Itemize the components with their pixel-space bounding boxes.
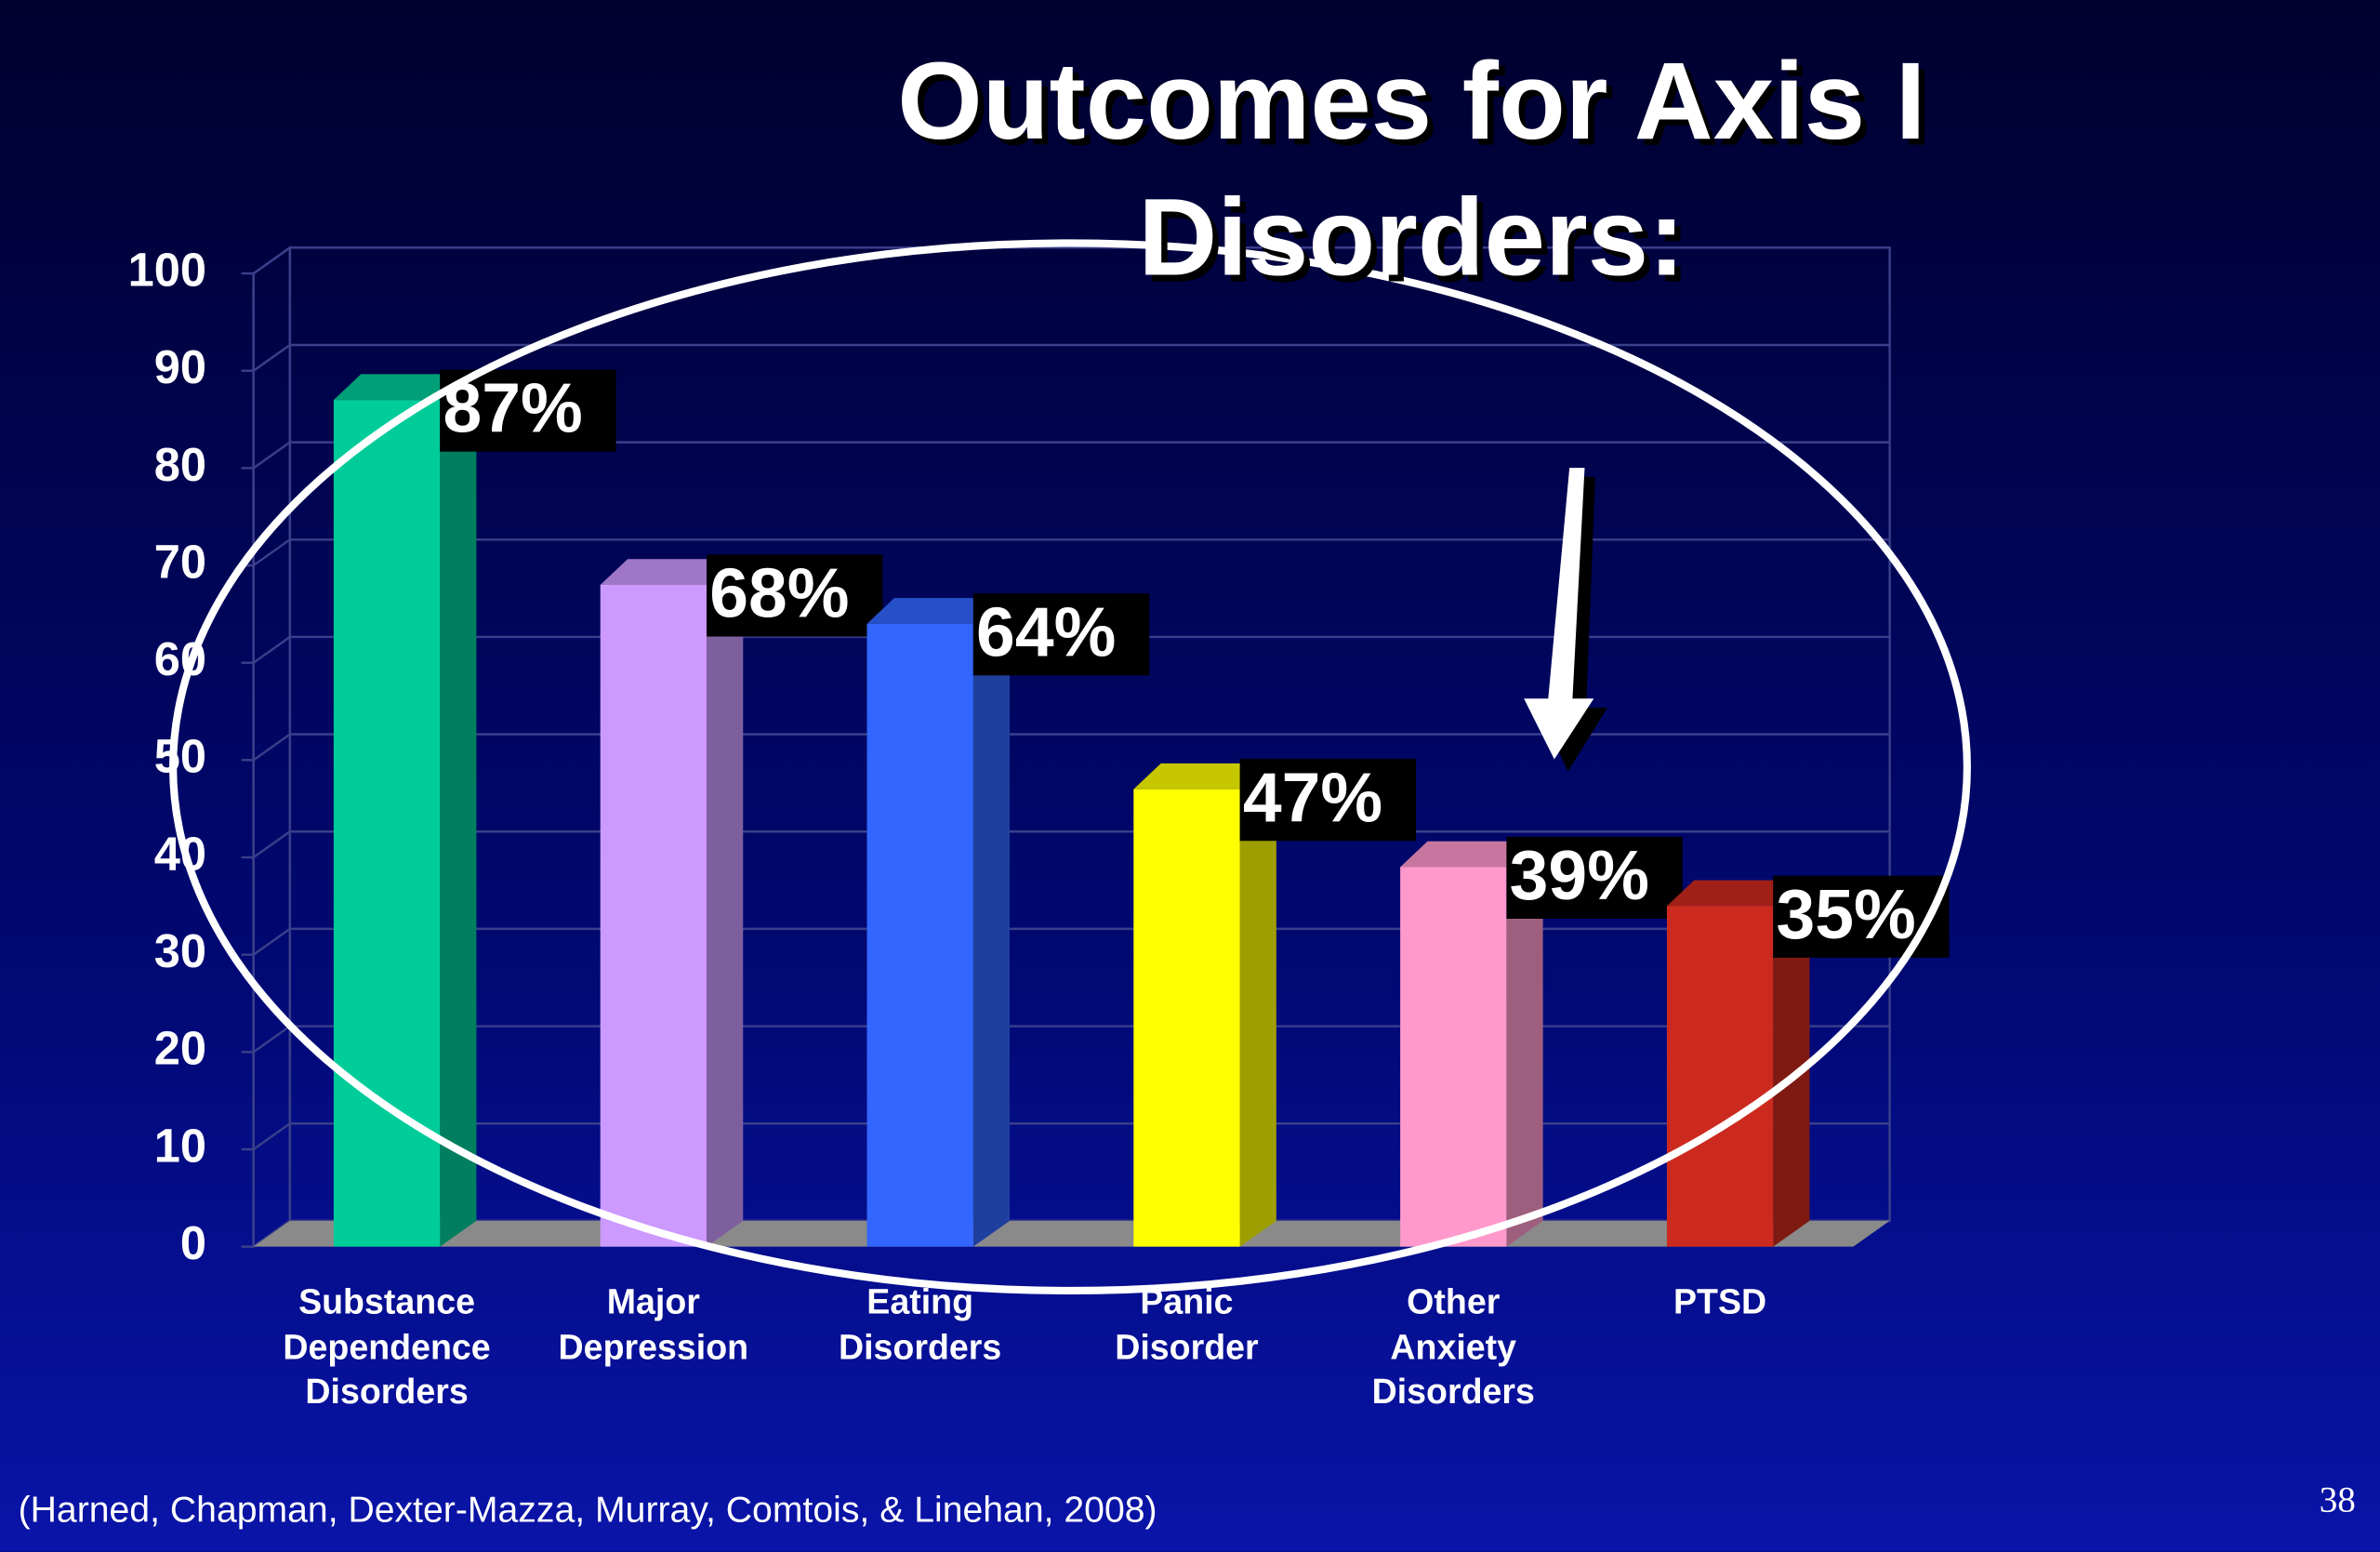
y-tick-label: 10	[154, 1119, 206, 1172]
grid-line	[252, 441, 1890, 470]
value-label-box	[440, 369, 616, 452]
bar-side	[1773, 880, 1810, 1247]
y-tick-label: 80	[154, 438, 206, 491]
y-tick-label: 100	[128, 243, 206, 296]
bar-side-shade	[440, 374, 477, 1247]
value-label-box	[707, 554, 883, 637]
bar	[600, 584, 707, 1247]
x-tick-box: Other Anxiety Disorders	[1371, 1281, 1535, 1411]
grid-line	[252, 343, 1890, 372]
bar-group	[1666, 880, 1810, 1247]
value-label-box	[1506, 836, 1683, 919]
x-tick-label: Other Anxiety Disorders	[1371, 1281, 1535, 1411]
y-tick-label: 0	[180, 1216, 206, 1269]
value-label-box	[972, 593, 1150, 676]
grid-line	[252, 635, 1890, 664]
page-number: 38	[2320, 1480, 2356, 1520]
bar-side-shade	[1773, 880, 1810, 1247]
bar-side	[1239, 763, 1276, 1247]
bar	[1400, 867, 1507, 1247]
y-tick-label: 20	[154, 1022, 206, 1075]
y-tick-label: 50	[154, 730, 206, 783]
value-label: 35%	[1776, 875, 1915, 953]
x-tick-box: Substance Dependence Disorders	[283, 1281, 491, 1411]
value-label: 39%	[1510, 836, 1649, 914]
bar	[1133, 789, 1240, 1247]
bar-side-shade	[1506, 841, 1543, 1247]
y-tick-label: 30	[154, 924, 206, 977]
value-label: 47%	[1243, 758, 1382, 836]
bar	[333, 400, 441, 1247]
value-label-box	[1239, 759, 1416, 842]
highlight-ellipse	[169, 239, 1971, 1295]
bar-side-shade	[707, 559, 744, 1247]
x-tick-box: PTSD	[1673, 1281, 1767, 1321]
x-tick-label: Major Depression	[558, 1281, 749, 1366]
bar-side	[1506, 841, 1543, 1247]
bar-side	[707, 559, 744, 1247]
grid-line	[252, 927, 1890, 956]
grid-line	[252, 246, 1890, 275]
source-citation: (Harned, Chapman, Dexter-Mazza, Murray, …	[19, 1491, 1157, 1531]
bar	[866, 623, 973, 1247]
x-tick-label: Substance Dependence Disorders	[283, 1281, 491, 1411]
floor	[253, 1220, 1890, 1247]
x-tick-label: PTSD	[1673, 1281, 1767, 1321]
bar-group	[1400, 841, 1543, 1247]
x-tick-label: Eating Disorders	[838, 1281, 1002, 1366]
bar-side-shade	[972, 598, 1010, 1247]
value-label: 64%	[976, 592, 1116, 670]
grid-line	[252, 733, 1890, 762]
y-tick-label: 70	[154, 535, 206, 588]
value-label-box	[1773, 875, 1950, 958]
x-tick-box: Eating Disorders	[838, 1281, 1002, 1366]
value-label: 68%	[709, 554, 849, 632]
bar-side	[440, 374, 477, 1247]
bar-side-shade	[1239, 763, 1276, 1247]
arrow	[1524, 468, 1607, 772]
x-tick-box: Panic Disorder	[1115, 1281, 1259, 1366]
bar-group	[1133, 763, 1276, 1247]
grid-line	[252, 1121, 1890, 1150]
title-box: Outcomes for Axis I Disorders:	[897, 41, 1926, 299]
x-tick-box: Major Depression	[558, 1281, 749, 1366]
bar-group	[866, 598, 1010, 1247]
grid-line	[252, 538, 1890, 567]
bar-side	[972, 598, 1010, 1247]
y-tick-label: 90	[154, 340, 206, 393]
x-tick-label: Panic Disorder	[1115, 1281, 1259, 1366]
bar-group	[600, 559, 744, 1247]
chart-title: Outcomes for Axis I Disorders:	[897, 41, 1926, 299]
bar	[1666, 906, 1774, 1247]
